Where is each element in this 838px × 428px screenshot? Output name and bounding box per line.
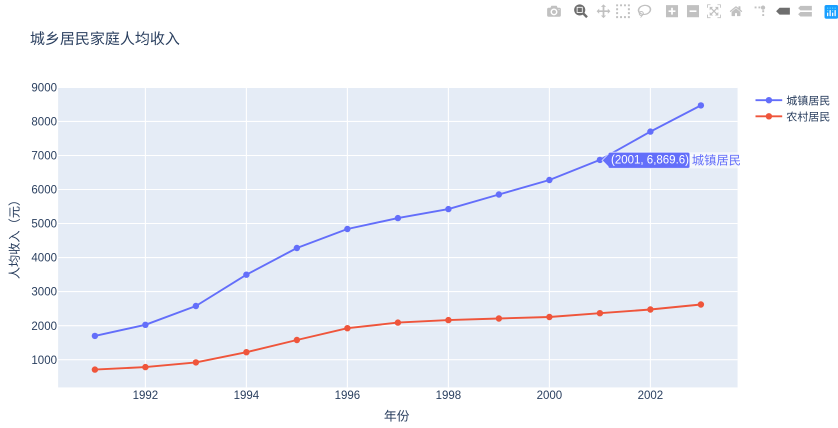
svg-text:1994: 1994 [234, 390, 260, 402]
svg-text:2000: 2000 [31, 321, 57, 333]
svg-text:1998: 1998 [436, 390, 462, 402]
svg-text:1992: 1992 [133, 390, 159, 402]
svg-text:3000: 3000 [31, 287, 57, 299]
svg-text:6000: 6000 [31, 185, 57, 197]
svg-text:1000: 1000 [31, 355, 57, 367]
svg-text:4000: 4000 [31, 253, 57, 265]
svg-text:2002: 2002 [638, 390, 664, 402]
svg-text:9000: 9000 [31, 83, 57, 95]
svg-text:8000: 8000 [31, 117, 57, 129]
svg-text:2000: 2000 [537, 390, 563, 402]
svg-text:(2001, 6,869.6): (2001, 6,869.6) [611, 154, 689, 166]
svg-text:1996: 1996 [335, 390, 361, 402]
svg-text:5000: 5000 [31, 219, 57, 231]
svg-text:7000: 7000 [31, 151, 57, 163]
